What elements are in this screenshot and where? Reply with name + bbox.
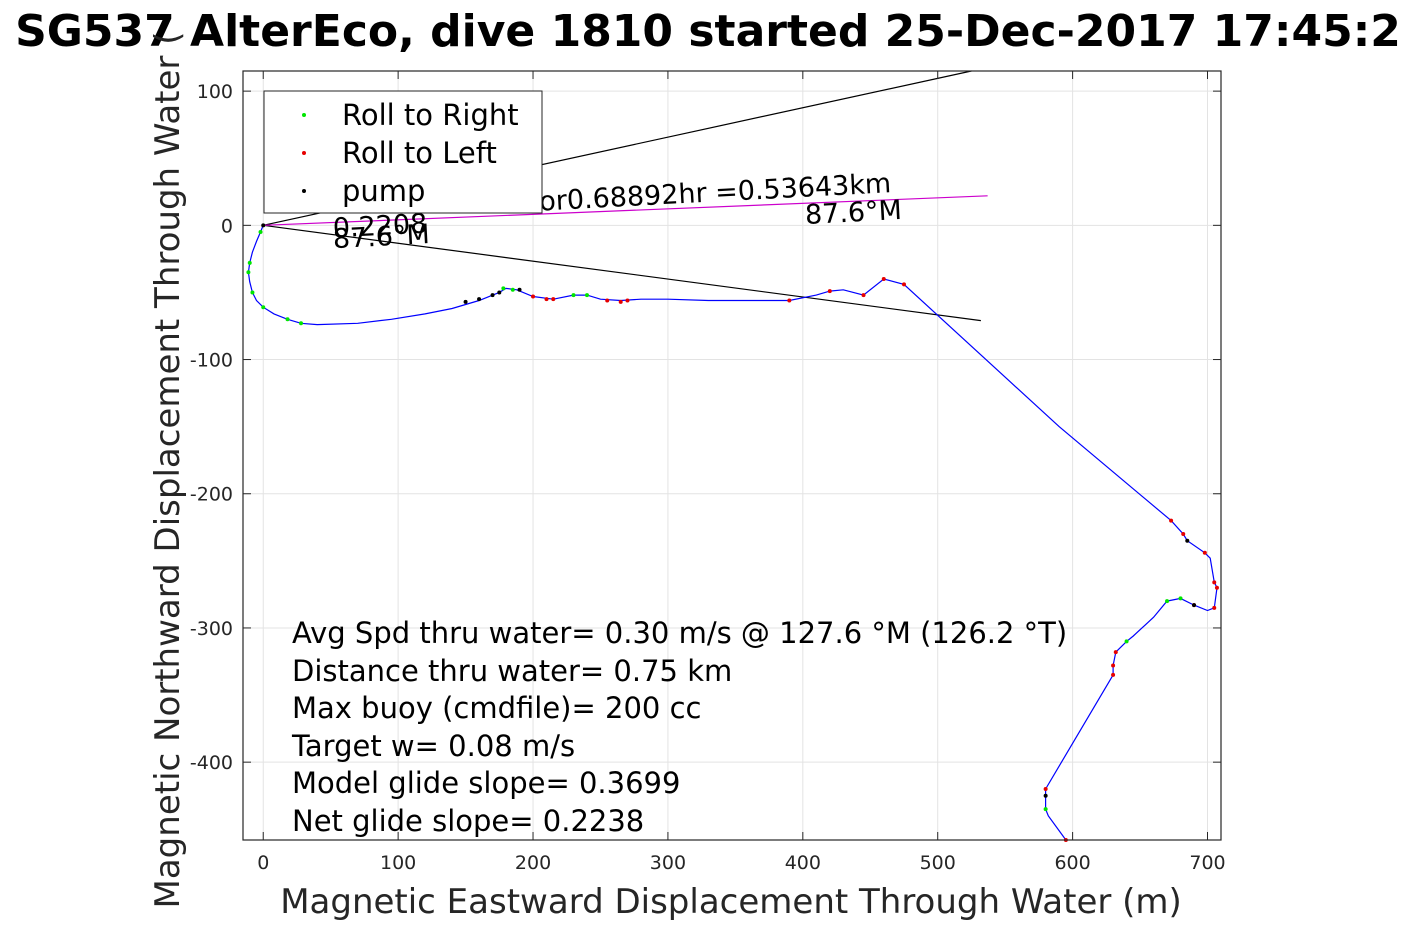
y-tick-label: -200 xyxy=(190,484,233,506)
roll-right-point xyxy=(246,270,251,275)
stat-target-w: Target w= 0.08 m/s xyxy=(291,729,575,763)
roll-left-point xyxy=(1043,787,1048,792)
legend: Roll to Right Roll to Left pump xyxy=(263,90,543,214)
roll-right-point xyxy=(250,290,255,295)
plot-area-frame xyxy=(242,70,1222,841)
stat-max-buoy: Max buoy (cmdfile)= 200 cc xyxy=(292,691,701,725)
pump-point xyxy=(517,287,522,292)
roll-left-point xyxy=(827,289,832,294)
roll-right-point xyxy=(1043,807,1048,812)
x-tick-label: 100 xyxy=(380,852,416,874)
roll-right-point xyxy=(261,305,266,310)
x-tick-label: 700 xyxy=(1189,852,1225,874)
roll-right-point xyxy=(510,287,515,292)
x-axis-label: Magnetic Eastward Displacement Through W… xyxy=(280,882,1182,922)
roll-right-point xyxy=(1124,639,1129,644)
stat-model-glide-slope: Model glide slope= 0.3699 xyxy=(292,766,680,800)
roll-left-point xyxy=(1212,580,1217,585)
legend-marker-roll-right xyxy=(302,113,306,117)
heading-annotation-1: 87.6°M xyxy=(804,195,902,231)
y-tick-label: -300 xyxy=(190,618,233,640)
roll-right-point xyxy=(571,293,576,298)
stat-distance: Distance thru water= 0.75 km xyxy=(292,654,732,688)
roll-left-point xyxy=(1202,550,1207,555)
x-tick-label: 0 xyxy=(257,852,269,874)
roll-right-point xyxy=(584,293,589,298)
roll-left-point xyxy=(1214,585,1219,590)
y-tick-label: 0 xyxy=(221,215,233,237)
legend-marker-pump xyxy=(302,189,306,193)
y-axis-label: Magnetic Northward Displacement Through … xyxy=(148,32,188,909)
heading-line-1 xyxy=(263,224,981,322)
x-tick-label: 400 xyxy=(785,852,821,874)
dive-track-line xyxy=(247,225,1218,841)
pump-point xyxy=(463,299,468,304)
legend-box xyxy=(263,90,543,214)
legend-label-roll-left: Roll to Left xyxy=(342,136,497,170)
y-tick-label: -400 xyxy=(190,752,233,774)
roll-right-point xyxy=(1178,596,1183,601)
roll-right-point xyxy=(285,317,290,322)
legend-label-roll-right: Roll to Right xyxy=(342,98,519,132)
roll-right-point xyxy=(501,286,506,291)
roll-left-point xyxy=(881,277,886,282)
roll-left-point xyxy=(861,293,866,298)
pump-point xyxy=(497,290,502,295)
stat-avg-speed: Avg Spd thru water= 0.30 m/s @ 127.6 °M … xyxy=(292,616,1067,650)
pump-point xyxy=(490,293,495,298)
roll-left-point xyxy=(618,299,623,304)
chart-title: SG537 AlterEco, dive 1810 started 25-Dec… xyxy=(15,6,1401,57)
x-tick-label: 200 xyxy=(515,852,551,874)
roll-left-point xyxy=(551,297,556,302)
pump-point xyxy=(1185,538,1190,543)
pump-point xyxy=(1192,603,1197,608)
roll-left-point xyxy=(544,297,549,302)
y-tick-label: 100 xyxy=(197,81,233,103)
heading-annotation-3: 0.2208 xyxy=(332,209,428,245)
roll-left-point xyxy=(625,298,630,303)
roll-right-point xyxy=(299,321,304,326)
roll-left-point xyxy=(901,282,906,287)
roll-right-point xyxy=(1165,599,1170,604)
dive-statistics: Avg Spd thru water= 0.30 m/s @ 127.6 °M … xyxy=(291,616,1067,838)
y-tick-label: -100 xyxy=(190,350,233,372)
x-tick-label: 600 xyxy=(1054,852,1090,874)
pump-point xyxy=(477,297,482,302)
grid xyxy=(243,71,1221,840)
pump-point xyxy=(1043,793,1048,798)
roll-left-point xyxy=(787,298,792,303)
pump-point xyxy=(261,223,266,228)
roll-right-point xyxy=(258,230,263,235)
stat-net-glide-slope: Net glide slope= 0.2238 xyxy=(292,804,644,838)
x-tick-label: 300 xyxy=(650,852,686,874)
heading-line-2 xyxy=(263,195,988,226)
roll-left-point xyxy=(1212,605,1217,610)
axis-ticks: 0 100 200 300 400 500 600 700 100 0 -100 -200 -300 -4… xyxy=(190,71,1226,874)
roll-left-point xyxy=(531,294,536,299)
roll-left-point xyxy=(1111,663,1116,668)
heading-annotation-2: 87.6°M xyxy=(332,219,430,255)
x-tick-label: 500 xyxy=(920,852,956,874)
roll-left-point xyxy=(1181,532,1186,537)
roll-left-point xyxy=(1113,650,1118,655)
data-points xyxy=(246,223,1219,842)
legend-label-pump: pump xyxy=(342,174,425,208)
roll-left-point xyxy=(1111,672,1116,677)
roll-left-point xyxy=(605,298,610,303)
roll-left-point xyxy=(1169,518,1174,523)
roll-right-point xyxy=(247,260,252,265)
legend-marker-roll-left xyxy=(302,151,306,155)
